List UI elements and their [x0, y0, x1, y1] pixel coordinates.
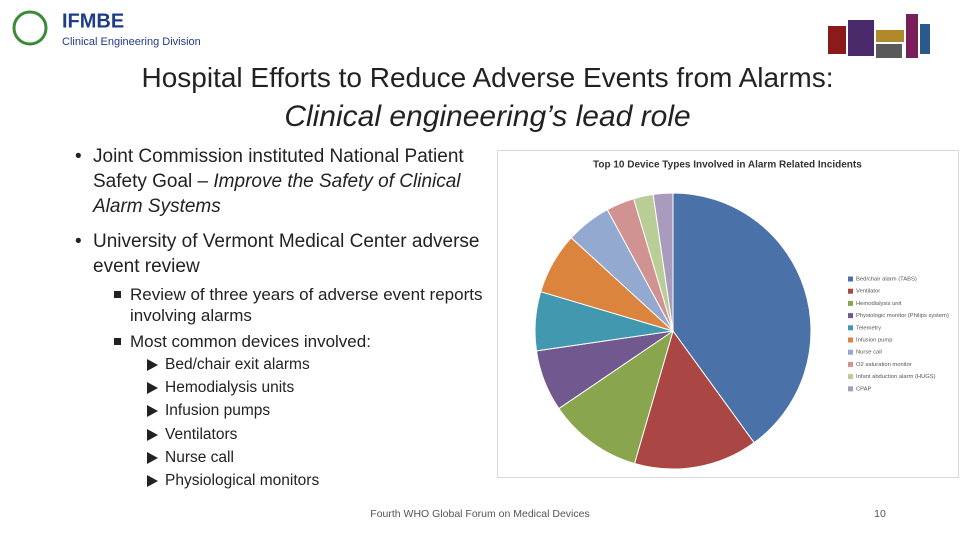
device-item: Physiological monitors	[147, 472, 320, 490]
word-cloud	[828, 14, 930, 58]
legend-swatch	[848, 386, 853, 392]
org-name: IFMBE	[62, 10, 124, 32]
legend-swatch	[848, 349, 853, 355]
legend-label: Bed/chair alarm (TABS)	[856, 277, 917, 283]
device-text: Infusion pumps	[165, 402, 271, 420]
legend-swatch	[848, 337, 853, 343]
legend-swatch	[848, 300, 853, 306]
arrow-bullet	[147, 475, 158, 487]
footer: Fourth WHO Global Forum on Medical Devic…	[370, 508, 590, 520]
device-item: Hemodialysis units	[147, 379, 295, 397]
sub-bullet: Most common devices involved:	[114, 331, 490, 352]
logo-icon	[12, 10, 48, 46]
pie-slice	[652, 192, 674, 332]
subtitle: Clinical engineering’s lead role	[284, 100, 691, 133]
legend-label: O2 saturation monitor	[856, 362, 912, 368]
pie-slice	[672, 192, 812, 444]
sub-bullet-text: Review of three years of adverse event r…	[130, 285, 483, 325]
page-number: 10	[874, 508, 886, 520]
legend-swatch	[848, 288, 853, 294]
arrow-bullet	[147, 359, 158, 371]
legend-swatch	[848, 313, 853, 319]
device-item: Nurse call	[147, 448, 234, 467]
device-text: Hemodialysis units	[165, 379, 295, 397]
sub-bullet-text: Most common devices involved:	[130, 332, 371, 351]
device-text: Nurse call	[165, 448, 234, 466]
legend-swatch	[848, 374, 853, 380]
legend-label: Hemodialysis unit	[856, 301, 902, 307]
legend-label: Ventilator	[856, 289, 880, 295]
bullet: • University of Vermont Medical Center ad…	[75, 231, 480, 277]
device-item: Infusion pumps	[147, 402, 271, 420]
bullet-emphasis: Improve the Safety of Clinical Alarm Sys…	[93, 171, 461, 217]
arrow-bullet	[147, 405, 158, 418]
sub-bullet: Review of three years of adverse event r…	[114, 284, 490, 326]
legend-label: Telemetry	[856, 325, 881, 331]
device-item: Ventilators	[147, 425, 238, 444]
title: Hospital Efforts to Reduce Adverse Event…	[141, 62, 834, 93]
chart: Top 10 Device Types Involved in Alarm Re…	[497, 150, 959, 478]
legend-swatch	[848, 361, 853, 367]
device-item: Bed/chair exit alarms	[147, 356, 310, 374]
arrow-bullet	[147, 382, 158, 395]
pie-slice	[558, 329, 674, 465]
legend-swatch	[848, 276, 853, 282]
pie-slice	[633, 329, 755, 470]
legend-label: Nurse call	[856, 350, 882, 356]
chart-title: Top 10 Device Types Involved in Alarm Re…	[593, 160, 862, 171]
arrow-bullet	[147, 428, 158, 441]
legend-label: Physiologic monitor (Philips system)	[856, 313, 949, 319]
device-text: Bed/chair exit alarms	[165, 356, 310, 373]
bullet-text: University of Vermont Medical Center adv…	[93, 231, 480, 277]
legend-swatch	[848, 325, 853, 331]
division-name: Clinical Engineering Division	[62, 36, 200, 48]
arrow-bullet	[147, 451, 158, 464]
bullet: • Joint Commission instituted National Pa…	[75, 146, 464, 217]
legend-label: CPAP	[856, 386, 871, 392]
logo: IFMBE Clinical Engineering Division	[12, 10, 200, 48]
device-text: Ventilators	[165, 425, 238, 443]
device-text: Physiological monitors	[165, 472, 320, 489]
legend-label: Infusion pump	[856, 338, 892, 344]
legend-label: Infant abduction alarm (HUGS)	[856, 374, 936, 380]
bullet-text: Joint Commission instituted National Pat…	[93, 146, 464, 192]
